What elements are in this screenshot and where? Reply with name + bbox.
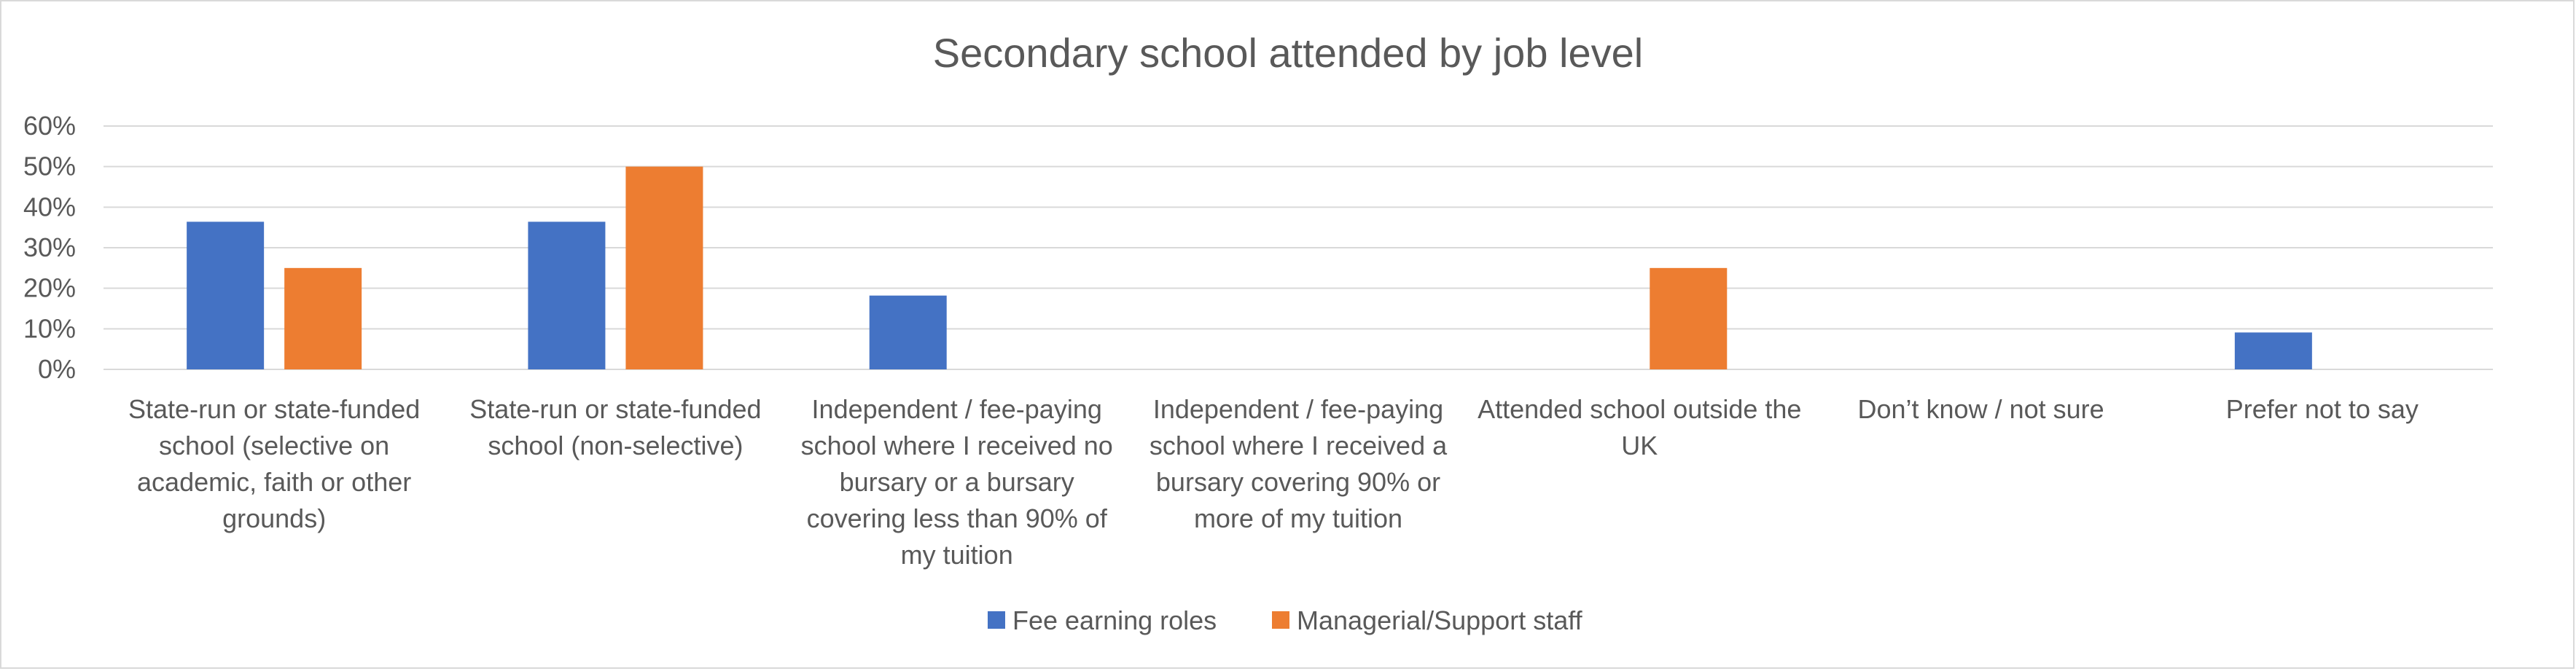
category-label: school (non-selective) (488, 431, 743, 460)
legend-swatch (988, 611, 1005, 629)
bar-fee-earning (528, 221, 606, 369)
category-label: Don’t know / not sure (1857, 394, 2104, 424)
gridlines (104, 125, 2493, 370)
category-label: covering less than 90% of (807, 503, 1108, 533)
category-label: UK (1621, 431, 1658, 460)
category-label: grounds) (222, 503, 326, 533)
x-axis-category-labels: State-run or state-funded school (selecti… (128, 394, 2419, 570)
category-label: Attended school outside the (1478, 394, 1801, 424)
y-tick-label: 50% (23, 152, 76, 181)
bar-fee-earning (187, 221, 265, 369)
category-label: school where I received no (801, 431, 1113, 460)
bar-managerial-support (625, 166, 703, 369)
bar-fee-earning (2234, 332, 2312, 369)
legend-swatch (1272, 611, 1289, 629)
category-label: bursary covering 90% or (1156, 467, 1440, 497)
category-label: school (selective on (159, 431, 389, 460)
category-label: more of my tuition (1194, 503, 1402, 533)
category-label: my tuition (901, 540, 1013, 570)
bars (187, 166, 2312, 369)
category-label: Independent / fee-paying (1153, 394, 1443, 424)
legend-label: Fee earning roles (1012, 605, 1217, 635)
y-tick-label: 0% (38, 354, 76, 384)
legend-label: Managerial/Support staff (1297, 605, 1583, 635)
bar-managerial-support (284, 267, 362, 369)
legend: Fee earning roles Managerial/Support staf… (988, 605, 1583, 635)
category-label: academic, faith or other (137, 467, 411, 497)
category-label: school where I received a (1150, 431, 1448, 460)
y-axis-tick-labels: 0% 10% 20% 30% 40% 50% 60% (23, 111, 76, 384)
category-label: Prefer not to say (2226, 394, 2419, 424)
y-tick-label: 10% (23, 313, 76, 343)
category-label: State-run or state-funded (128, 394, 420, 424)
y-tick-label: 20% (23, 273, 76, 303)
y-tick-label: 60% (23, 111, 76, 141)
bar-fee-earning (869, 295, 947, 369)
bar-managerial-support (1650, 267, 1728, 369)
chart-title: Secondary school attended by job level (933, 30, 1643, 76)
y-tick-label: 30% (23, 232, 76, 262)
category-label: bursary or a bursary (840, 467, 1074, 497)
category-label: Independent / fee-paying (812, 394, 1102, 424)
category-label: State-run or state-funded (469, 394, 761, 424)
y-tick-label: 40% (23, 192, 76, 221)
